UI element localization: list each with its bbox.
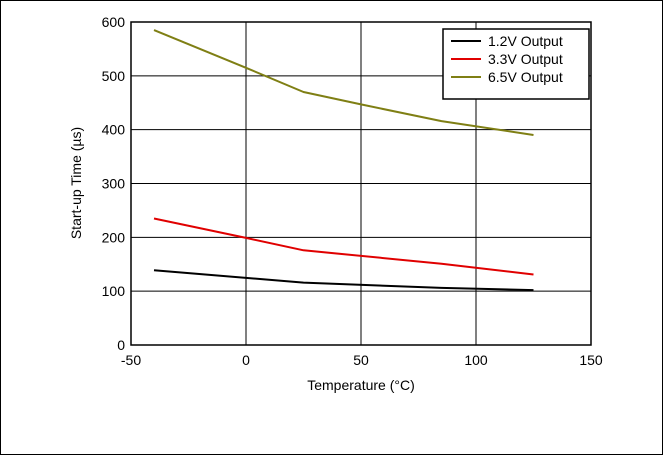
y-tick-label: 0 [117, 337, 125, 353]
y-tick-label: 400 [102, 122, 126, 138]
y-tick-label: 100 [102, 283, 126, 299]
x-axis-label: Temperature (°C) [307, 377, 415, 393]
series-lines [153, 29, 534, 292]
x-tick-label: 100 [464, 352, 488, 368]
series-line-6-5v-output [153, 29, 534, 136]
series-line-1-2v-output [153, 269, 534, 292]
y-tick-label: 200 [102, 229, 126, 245]
series-line-3-3v-output [153, 217, 534, 276]
x-tick-label: 150 [579, 352, 603, 368]
legend-label: 1.2V Output [488, 33, 563, 49]
legend: 1.2V Output 3.3V Output 6.5V Output [442, 28, 590, 100]
x-tick-label: 0 [242, 352, 250, 368]
y-tick-label: 600 [102, 14, 126, 30]
plot-area-border [130, 21, 592, 346]
x-tick-label: -50 [121, 352, 141, 368]
legend-label: 3.3V Output [488, 51, 563, 67]
x-tick-label: 50 [353, 352, 369, 368]
y-tick-label: 500 [102, 68, 126, 84]
legend-label: 6.5V Output [488, 69, 563, 85]
y-axis-label: Start-up Time (µs) [68, 127, 84, 239]
y-tick-label: 300 [102, 176, 126, 192]
legend-items: 1.2V Output 3.3V Output 6.5V Output [451, 33, 563, 85]
